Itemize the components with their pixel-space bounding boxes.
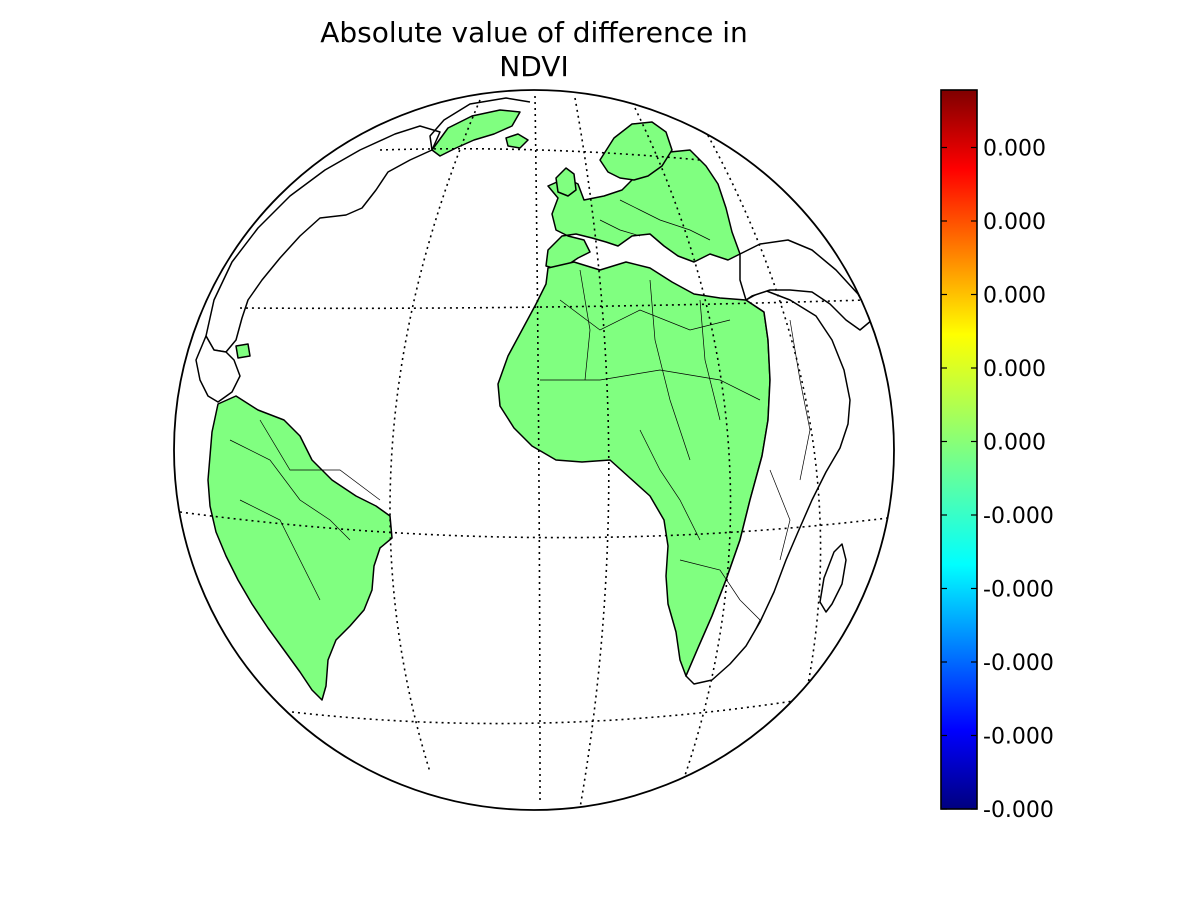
caribbean-islands [235,343,251,359]
colorbar-tick-label: 0.000 [983,284,1046,309]
colorbar-gradient [940,89,978,810]
middle-east-land [739,239,873,331]
colorbar-tick-label: 0.000 [983,431,1046,456]
meridian-0 [574,97,610,809]
central-america-land [195,335,241,403]
south-america-land [207,395,393,701]
meridian-60e [704,129,822,761]
greenland-land [431,109,521,157]
map-title-line2: NDVI [499,50,569,83]
iceland-land [505,133,529,149]
greenland-coast [429,97,531,151]
madagascar-land [819,543,847,613]
equator [179,511,889,539]
colorbar-tick-label: -0.000 [983,504,1054,529]
colorbar-tick-label: 0.000 [983,137,1046,162]
colorbar-tick-label: -0.000 [983,651,1054,676]
globe [173,89,895,811]
colorbar-tick-label: 0.000 [983,357,1046,382]
map-title-line1: Absolute value of difference in [320,16,748,49]
colorbar-tick-label: 0.000 [983,210,1046,235]
graticule [179,95,889,809]
map-title: Absolute value of difference in NDVI [234,16,834,84]
colorbar-ticks: 0.000 0.000 0.000 0.000 0.000 -0.000 -0.000 -0.… [941,137,1054,823]
colorbar-tick-label: -0.000 [983,725,1054,750]
country-borders [229,199,811,641]
meridian-30w [534,95,541,805]
uk-land [555,167,577,197]
colorbar-tick-label: -0.000 [983,578,1054,603]
colorbar: 0.000 0.000 0.000 0.000 0.000 -0.000 -0.000 -0.… [940,89,1054,823]
globe-outline [173,89,895,811]
scandinavia-land [599,121,673,181]
africa-land [497,261,771,677]
parallel-30n [239,299,867,310]
meridian-60w [389,99,481,773]
colorbar-tick-label: -0.000 [983,798,1054,823]
